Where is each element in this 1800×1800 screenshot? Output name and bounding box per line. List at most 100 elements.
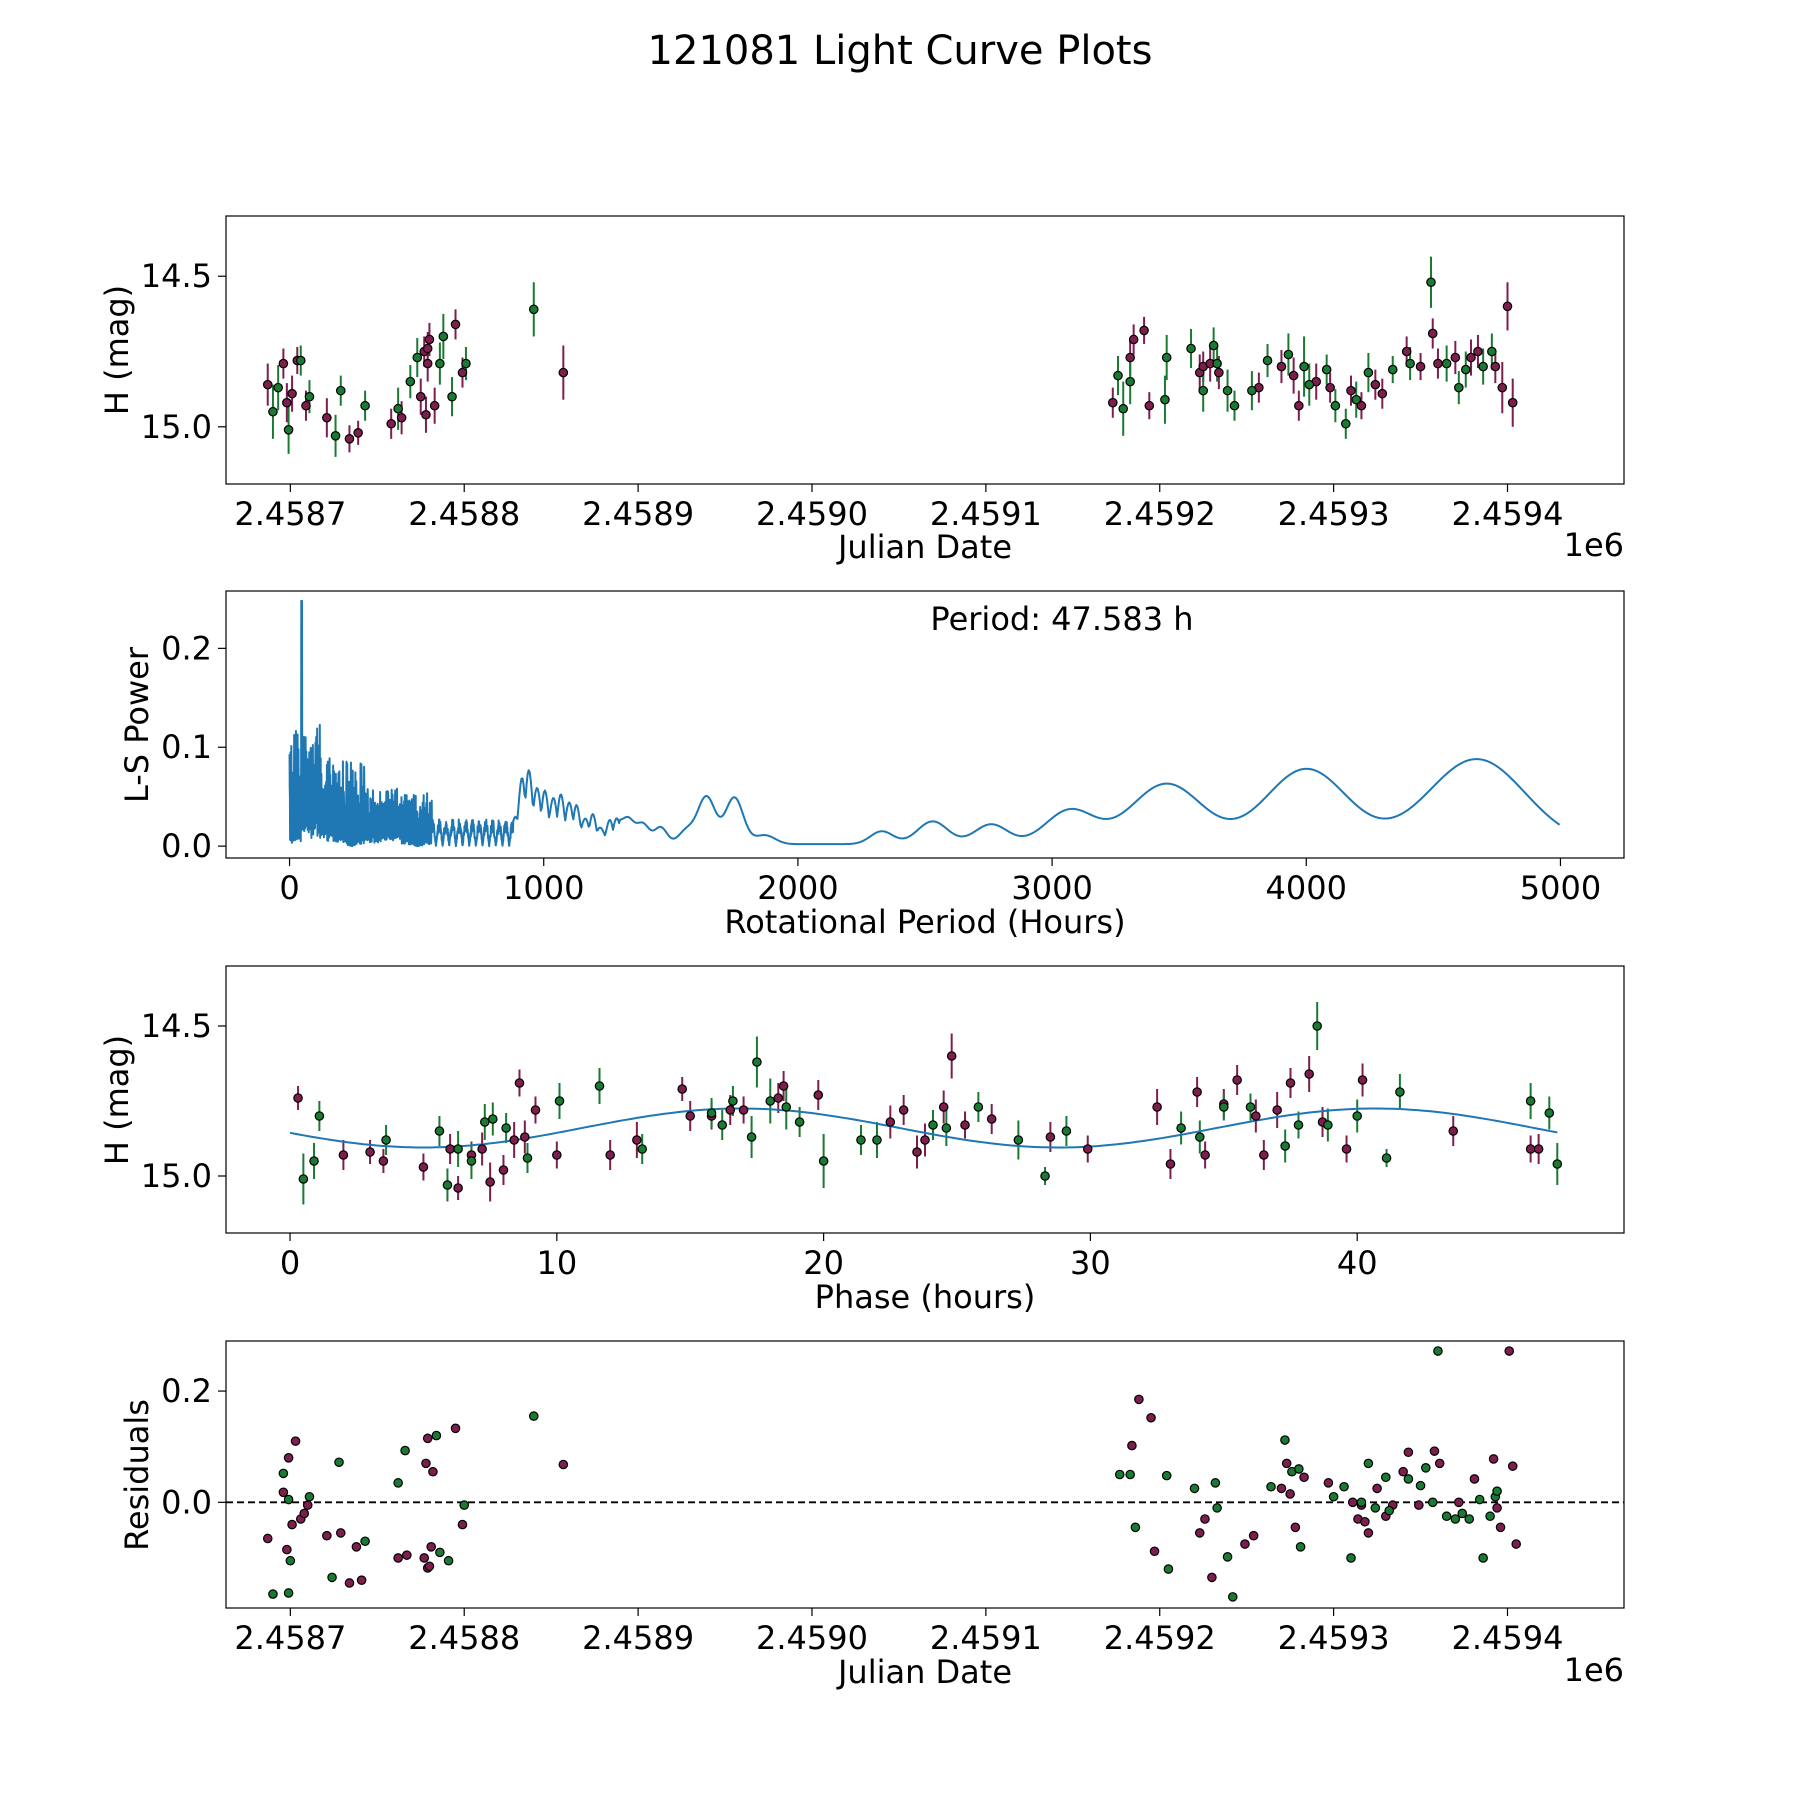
- residuals-point: [1433, 1346, 1443, 1356]
- residuals-point: [283, 1494, 294, 1505]
- residuals-point: [335, 1528, 346, 1538]
- phased-light-curve-point: [520, 1132, 530, 1142]
- phased-light-curve-point: [594, 1081, 605, 1091]
- light-curve-point: [330, 431, 341, 441]
- phased-light-curve-ytick-label: 14.5: [141, 1007, 212, 1045]
- phased-light-curve-point: [514, 1078, 525, 1088]
- phased-light-curve-point: [725, 1105, 736, 1115]
- phased-light-curve-point: [501, 1123, 511, 1133]
- phased-light-curve-point: [946, 1051, 957, 1061]
- light-curve-point: [393, 403, 403, 414]
- phased-light-curve-point: [1285, 1078, 1296, 1088]
- periodogram-axes-frame: [225, 590, 1625, 859]
- light-curve-point: [1497, 382, 1508, 393]
- light-curve-point: [1125, 352, 1135, 363]
- residuals-point: [1495, 1522, 1506, 1533]
- phased-light-curve-point: [365, 1147, 375, 1157]
- phased-light-curve-point: [1165, 1159, 1176, 1169]
- phased-light-curve-point: [453, 1144, 463, 1154]
- phased-light-curve-point: [773, 1093, 784, 1103]
- light-curve-point: [422, 358, 433, 369]
- light-curve-xtick-label: 2.4592: [1104, 495, 1216, 533]
- residuals-point: [1227, 1592, 1238, 1602]
- residuals-point: [459, 1500, 470, 1510]
- residuals-xtick-label: 2.4590: [756, 1619, 868, 1657]
- residuals-point: [287, 1519, 297, 1530]
- residuals-point: [1194, 1528, 1205, 1538]
- light-curve-point: [273, 382, 283, 393]
- light-curve-xtick-label: 2.4587: [234, 495, 346, 533]
- residuals-point: [1346, 1553, 1356, 1563]
- residuals-xtick-label: 2.4591: [930, 1619, 1042, 1657]
- residuals-point: [435, 1547, 445, 1558]
- light-curve-point: [1363, 367, 1374, 378]
- light-curve-xtick-label: 2.4589: [582, 495, 694, 533]
- residuals-point: [1420, 1463, 1431, 1473]
- light-curve-point: [421, 409, 431, 420]
- light-curve-point: [1325, 382, 1335, 393]
- residuals-point: [1130, 1522, 1141, 1533]
- residuals-point: [285, 1555, 296, 1566]
- residuals-point: [1398, 1466, 1408, 1477]
- phased-light-curve-point: [1552, 1159, 1563, 1169]
- phased-light-curve-point: [856, 1135, 866, 1145]
- residuals-point: [528, 1411, 539, 1421]
- phased-light-curve-point: [637, 1144, 647, 1154]
- periodogram-ytick-label: 0.2: [161, 629, 212, 667]
- light-curve-point: [1214, 367, 1224, 378]
- residuals-xlabel: Julian Date: [836, 1653, 1012, 1691]
- phased-light-curve-point: [781, 1102, 792, 1112]
- phased-light-curve-point: [1152, 1102, 1162, 1112]
- residuals-point: [1504, 1346, 1515, 1356]
- phased-light-curve-point: [986, 1114, 997, 1124]
- light-curve-point: [1487, 346, 1497, 357]
- light-curve-ylabel: H (mag): [98, 285, 136, 415]
- phased-light-curve-point: [1341, 1144, 1352, 1154]
- phased-light-curve-point: [509, 1135, 519, 1145]
- residuals-point: [443, 1555, 454, 1566]
- residuals-point: [268, 1589, 278, 1599]
- residuals-point: [1403, 1474, 1414, 1484]
- phased-light-curve-point: [912, 1147, 922, 1157]
- light-curve-point: [1433, 358, 1443, 369]
- phased-light-curve-point: [928, 1120, 938, 1130]
- phased-light-curve-ytick-label: 15.0: [141, 1157, 212, 1195]
- light-curve-point: [447, 391, 457, 402]
- periodogram-xlabel: Rotational Period (Hours): [724, 903, 1125, 941]
- light-curve-point: [435, 358, 445, 369]
- residuals-point: [278, 1487, 289, 1498]
- phased-light-curve-point: [872, 1135, 882, 1145]
- periodogram-xtick-label: 0: [279, 869, 299, 907]
- residuals-point: [1114, 1469, 1125, 1480]
- light-curve-point: [405, 376, 416, 387]
- phased-light-curve-point: [338, 1150, 349, 1160]
- light-curve-point: [1186, 343, 1196, 354]
- residuals-point: [1285, 1489, 1295, 1499]
- periodogram-ylabel: L-S Power: [118, 646, 156, 803]
- phased-light-curve-ylabel: H (mag): [98, 1035, 136, 1165]
- residuals-point: [1290, 1522, 1301, 1533]
- light-curve-point: [461, 358, 471, 369]
- light-curve-point: [344, 434, 355, 444]
- phased-light-curve-point: [1323, 1120, 1333, 1130]
- residuals-point: [1323, 1478, 1334, 1488]
- light-curve-xlabel: Julian Date: [836, 528, 1012, 566]
- light-curve-point: [283, 424, 294, 435]
- residuals-point: [1210, 1478, 1221, 1488]
- phased-light-curve-point: [554, 1096, 565, 1106]
- residuals-point: [1511, 1539, 1521, 1549]
- phased-light-curve-point: [498, 1165, 509, 1175]
- light-curve-point: [457, 367, 468, 378]
- phased-light-curve-point: [898, 1105, 909, 1115]
- residuals-point: [327, 1572, 337, 1583]
- phased-light-curve-point: [314, 1111, 325, 1121]
- phased-light-curve-point: [1448, 1126, 1459, 1136]
- residuals-point: [1363, 1528, 1374, 1538]
- phased-light-curve-point: [1293, 1120, 1304, 1130]
- light-curve-point: [1107, 397, 1118, 408]
- light-curve-point: [1450, 352, 1461, 363]
- residuals-point: [1488, 1454, 1499, 1464]
- light-curve-point: [1304, 379, 1315, 390]
- light-curve-axes-frame: [225, 215, 1625, 485]
- phased-light-curve-point: [552, 1150, 562, 1160]
